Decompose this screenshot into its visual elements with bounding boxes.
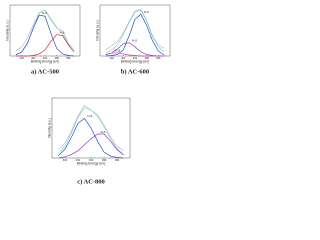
- spectrum-line: [58, 107, 124, 155]
- x-tick-label: 398: [145, 56, 150, 60]
- x-tick-label: 400: [43, 56, 48, 60]
- y-axis-label: Intensity (a.u.): [5, 20, 9, 40]
- x-axis-label: Binding Energy (eV): [121, 59, 150, 63]
- x-tick-label: 400: [133, 56, 138, 60]
- x-tick-label: 396: [115, 158, 120, 162]
- x-tick-label: 400: [89, 158, 94, 162]
- peak-label: N-Q: [115, 49, 121, 53]
- panel-caption: a) AC-500: [31, 68, 59, 75]
- spectrum-line: [105, 52, 165, 57]
- spectrum-line: [105, 9, 165, 54]
- spectrum-line: [105, 8, 165, 51]
- x-tick-label: 398: [55, 56, 60, 60]
- x-tick-label: 402: [76, 158, 81, 162]
- spectrum-line: [15, 34, 75, 57]
- spectrum-line: [58, 117, 124, 159]
- x-tick-label: 402: [31, 56, 36, 60]
- spectrum-line: [15, 14, 75, 57]
- peak-label: N-6: [88, 114, 93, 118]
- peak-label: N-6: [144, 10, 149, 14]
- figure: 404 402 400 398 396 Binding Energy (eV) Intens…: [5, 4, 171, 185]
- x-tick-label: 404: [20, 56, 25, 60]
- peak-label: N-5: [132, 39, 137, 43]
- peak-label: N-5: [42, 11, 47, 15]
- y-axis-label: Intensity (a.u.): [95, 20, 99, 40]
- y-axis-label: Intensity (a.u.): [47, 118, 51, 138]
- peak-label: N-6: [60, 30, 65, 34]
- spectrum-line: [58, 133, 124, 159]
- x-axis-label: Binding Energy (eV): [77, 161, 106, 165]
- x-tick-label: 396: [156, 56, 161, 60]
- panel-caption: c) AC-800: [77, 178, 105, 185]
- spectrum-line: [105, 13, 165, 57]
- panel-caption: b) AC-600: [121, 68, 149, 75]
- x-tick-label: 396: [66, 56, 71, 60]
- x-tick-label: 398: [102, 158, 107, 162]
- x-tick-label: 404: [110, 56, 115, 60]
- x-tick-label: 402: [121, 56, 126, 60]
- x-tick-label: 404: [63, 158, 68, 162]
- peak-label: N-5: [101, 130, 106, 134]
- x-axis-label: Binding Energy (eV): [31, 59, 60, 63]
